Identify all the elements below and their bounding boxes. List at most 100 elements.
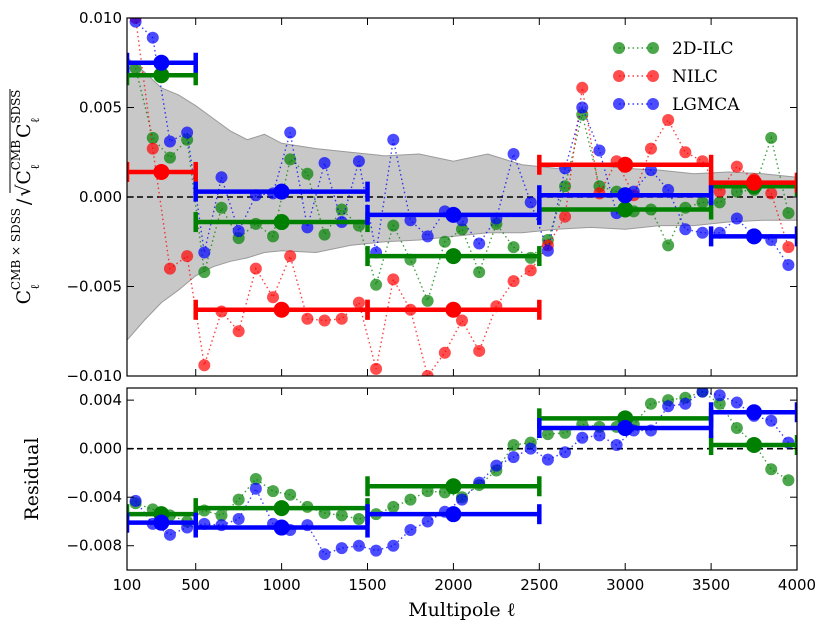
bottom-lgmca-point: [421, 515, 434, 528]
xtick-label: 2000: [434, 576, 472, 594]
bottom-2d-ilc-point: [541, 428, 554, 441]
top-uncertainty-band: [127, 56, 797, 341]
top-lgmca-point: [318, 156, 331, 169]
ylabel-sub2: ℓ: [28, 164, 42, 170]
ylabel-c3: C: [13, 123, 35, 138]
bottom-lgmca-bin-marker: [617, 420, 634, 437]
xtick-label: 4000: [778, 576, 816, 594]
x-axis-label: Multipole ℓ: [408, 599, 516, 621]
bottom-2d-ilc-point: [335, 509, 348, 522]
top-ylabel: CℓCMB × SDSS/√CℓCMBCℓSDSS: [9, 89, 42, 304]
legend-lgmca-label: LGMCA: [672, 95, 740, 115]
bottom-lgmca-point: [524, 442, 537, 455]
top-nilc-point: [679, 146, 692, 159]
top-ytick-label: −0.005: [66, 278, 122, 296]
top-lgmca-point: [576, 101, 589, 114]
top-nilc-point: [438, 346, 451, 359]
top-2d-ilc-point: [473, 266, 486, 279]
top-2d-ilc-line: [134, 67, 790, 303]
legend-nilc-label: NILC: [672, 67, 718, 87]
top-2d-ilc-point: [507, 241, 520, 254]
bottom-ytick-label: 0.004: [79, 391, 122, 409]
bottom-2d-ilc-bin-marker: [746, 437, 763, 454]
xtick-label: 3000: [606, 576, 644, 594]
top-lgmca-point: [284, 126, 297, 139]
bottom-ylabel: Residual: [21, 437, 43, 520]
top-lgmca-point: [163, 135, 176, 148]
top-lgmca-point: [730, 212, 743, 225]
legend-2d-ilc-marker: [647, 42, 659, 54]
top-2d-ilc-point: [730, 185, 743, 198]
bottom-2d-ilc-bin-marker: [445, 478, 462, 495]
top-2d-ilc-point: [146, 131, 159, 144]
top-nilc-point: [662, 114, 675, 127]
ylabel-sup2: CMB: [9, 140, 23, 170]
xtick-label: 500: [181, 576, 210, 594]
top-nilc-bin-marker: [445, 301, 462, 318]
top-lgmca-point: [782, 259, 795, 272]
bottom-lgmca-point: [404, 523, 417, 536]
bottom-2d-ilc-point: [730, 422, 743, 435]
svg-text:CℓCMB × SDSS/√CℓCMBCℓSDSS: CℓCMB × SDSS/√CℓCMBCℓSDSS: [9, 90, 42, 305]
top-lgmca-point: [679, 223, 692, 236]
top-lgmca-point: [129, 18, 142, 28]
bottom-frame: [126, 387, 798, 571]
bottom-lgmca-point: [318, 548, 331, 561]
bottom-lgmca-point: [576, 431, 589, 444]
top-nilc-point: [644, 142, 657, 155]
legend-lgmca-marker: [647, 98, 659, 110]
top-lgmca-point: [146, 31, 159, 44]
top-nilc-bin-marker: [746, 174, 763, 191]
bottom-lgmca-point: [507, 451, 520, 464]
bottom-lgmca-point: [765, 414, 778, 427]
top-nilc-point: [232, 325, 245, 338]
top-nilc-bin-marker: [153, 163, 170, 180]
ylabel-sup: CMB × SDSS: [9, 208, 23, 290]
bottom-2d-ilc-point: [713, 397, 726, 410]
top-nilc-point: [765, 187, 778, 200]
top-panel: −0.010 −0.005 0.000 0.005 0.010 Cℓ CMB × SDSS…: [9, 9, 798, 385]
top-lgmca-point: [644, 164, 657, 177]
top-lgmca-point: [404, 214, 417, 227]
bottom-2d-ilc-point: [782, 474, 795, 487]
top-ytick-label: 0.000: [79, 188, 122, 206]
top-lgmca-point: [662, 183, 675, 196]
top-nilc-point: [370, 362, 383, 375]
bottom-2d-ilc-point: [404, 493, 417, 506]
top-nilc-point: [335, 312, 348, 325]
top-nilc-bin-marker: [273, 301, 290, 318]
bottom-ytick-label: −0.004: [66, 488, 122, 506]
top-lgmca-point: [524, 196, 537, 209]
bottom-lgmca-point: [387, 539, 400, 552]
bottom-lgmca-bin-marker: [273, 519, 290, 536]
xtick-label: 2500: [520, 576, 558, 594]
ylabel-sub3: ℓ: [28, 117, 42, 123]
bottom-lgmca-bin-marker: [445, 506, 462, 523]
top-nilc-point: [198, 359, 211, 372]
top-lgmca-point: [421, 230, 434, 243]
bottom-2d-ilc-point: [507, 439, 520, 452]
top-nilc-point: [284, 250, 297, 263]
ylabel-sup3: SDSS: [9, 90, 23, 124]
top-2d-ilc-point: [696, 196, 709, 209]
bottom-lgmca-point: [713, 389, 726, 402]
top-2d-ilc-bin-marker: [445, 248, 462, 265]
bottom-2d-ilc-point: [249, 473, 262, 485]
top-2d-ilc-point: [559, 180, 572, 193]
top-nilc-point: [163, 262, 176, 275]
xtick-label: 1000: [263, 576, 301, 594]
bottom-panel: −0.008 −0.004 0.000 0.004 100 500 1000 1500 200…: [21, 387, 816, 621]
top-ytick-label: 0.005: [79, 99, 122, 117]
top-2d-ilc-point: [662, 239, 675, 252]
bottom-2d-ilc-point: [215, 509, 228, 522]
top-2d-ilc-bin-marker: [153, 67, 170, 84]
bottom-lgmca-point: [730, 396, 743, 409]
ylabel-slash: /: [13, 198, 35, 205]
bottom-lgmca-line: [135, 390, 789, 556]
bottom-lgmca-point: [232, 513, 245, 526]
top-2d-ilc-point: [163, 151, 176, 164]
legend-2d-ilc-label: 2D-ILC: [672, 39, 734, 59]
bottom-2d-ilc-point: [765, 463, 778, 476]
top-nilc-point: [421, 370, 434, 376]
